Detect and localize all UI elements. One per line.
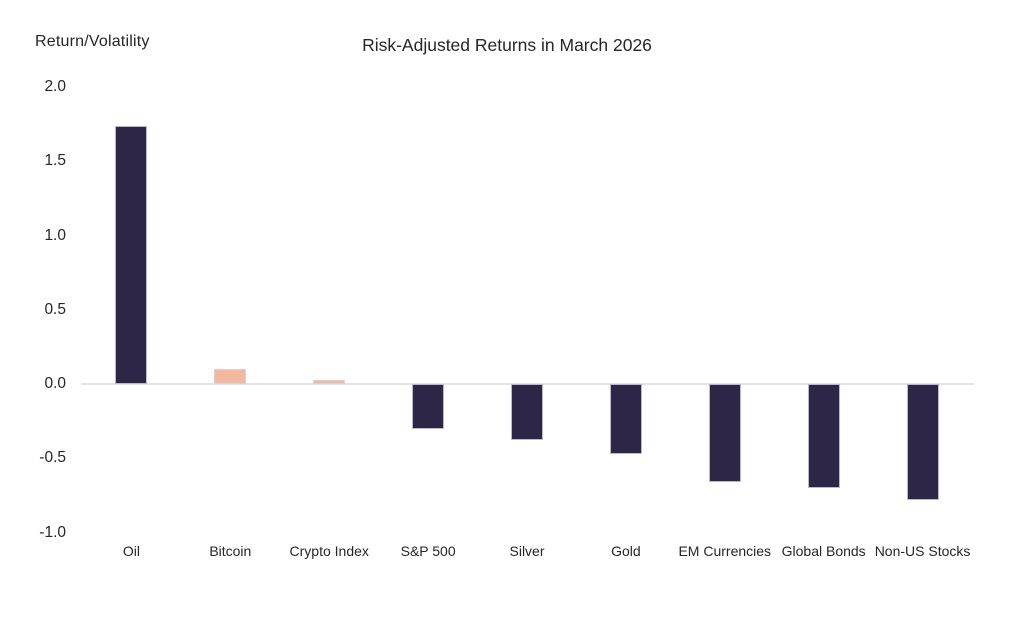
- x-category-label: Non-US Stocks: [874, 543, 971, 559]
- bar-oil: [115, 125, 148, 384]
- x-category-label: Gold: [611, 543, 641, 559]
- y-tick-label: 1.0: [44, 226, 66, 244]
- bar-gold: [609, 384, 642, 454]
- bar-crypto-index: [313, 379, 346, 384]
- y-tick-label: -1.0: [39, 523, 66, 541]
- bar-bitcoin: [214, 369, 247, 384]
- y-tick-label: 2.0: [44, 78, 66, 95]
- x-category-label: Global Bonds: [781, 543, 866, 559]
- bar-non-us-stocks: [906, 384, 939, 500]
- y-tick-label: 1.5: [44, 152, 66, 170]
- y-tick-label: 0.5: [44, 300, 66, 318]
- x-category-label: Oil: [122, 543, 140, 559]
- y-axis-title: Return/Volatility: [35, 33, 150, 50]
- x-category-label: Bitcoin: [209, 543, 252, 559]
- x-category-label: EM Currencies: [678, 543, 772, 559]
- x-category-label: Crypto Index: [289, 543, 369, 559]
- bar-global-bonds: [807, 384, 840, 488]
- y-tick-label: 0.0: [44, 375, 66, 392]
- bar-em-currencies: [708, 384, 741, 482]
- x-category-label: Silver: [509, 543, 545, 559]
- chart-title: Risk-Adjusted Returns in March 2026: [362, 35, 652, 55]
- y-tick-label: -0.5: [39, 449, 66, 467]
- bar-s-p-500: [412, 384, 445, 429]
- x-category-label: S&P 500: [400, 543, 456, 559]
- bar-silver: [511, 384, 543, 441]
